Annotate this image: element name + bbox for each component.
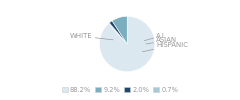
Wedge shape bbox=[112, 16, 127, 44]
Text: HISPANIC: HISPANIC bbox=[142, 42, 188, 52]
Legend: 88.2%, 9.2%, 2.0%, 0.7%: 88.2%, 9.2%, 2.0%, 0.7% bbox=[59, 84, 181, 96]
Text: A.I.: A.I. bbox=[144, 33, 168, 41]
Wedge shape bbox=[109, 21, 127, 44]
Wedge shape bbox=[108, 23, 127, 44]
Wedge shape bbox=[100, 16, 155, 72]
Text: ASIAN: ASIAN bbox=[146, 37, 177, 44]
Text: WHITE: WHITE bbox=[70, 33, 113, 40]
